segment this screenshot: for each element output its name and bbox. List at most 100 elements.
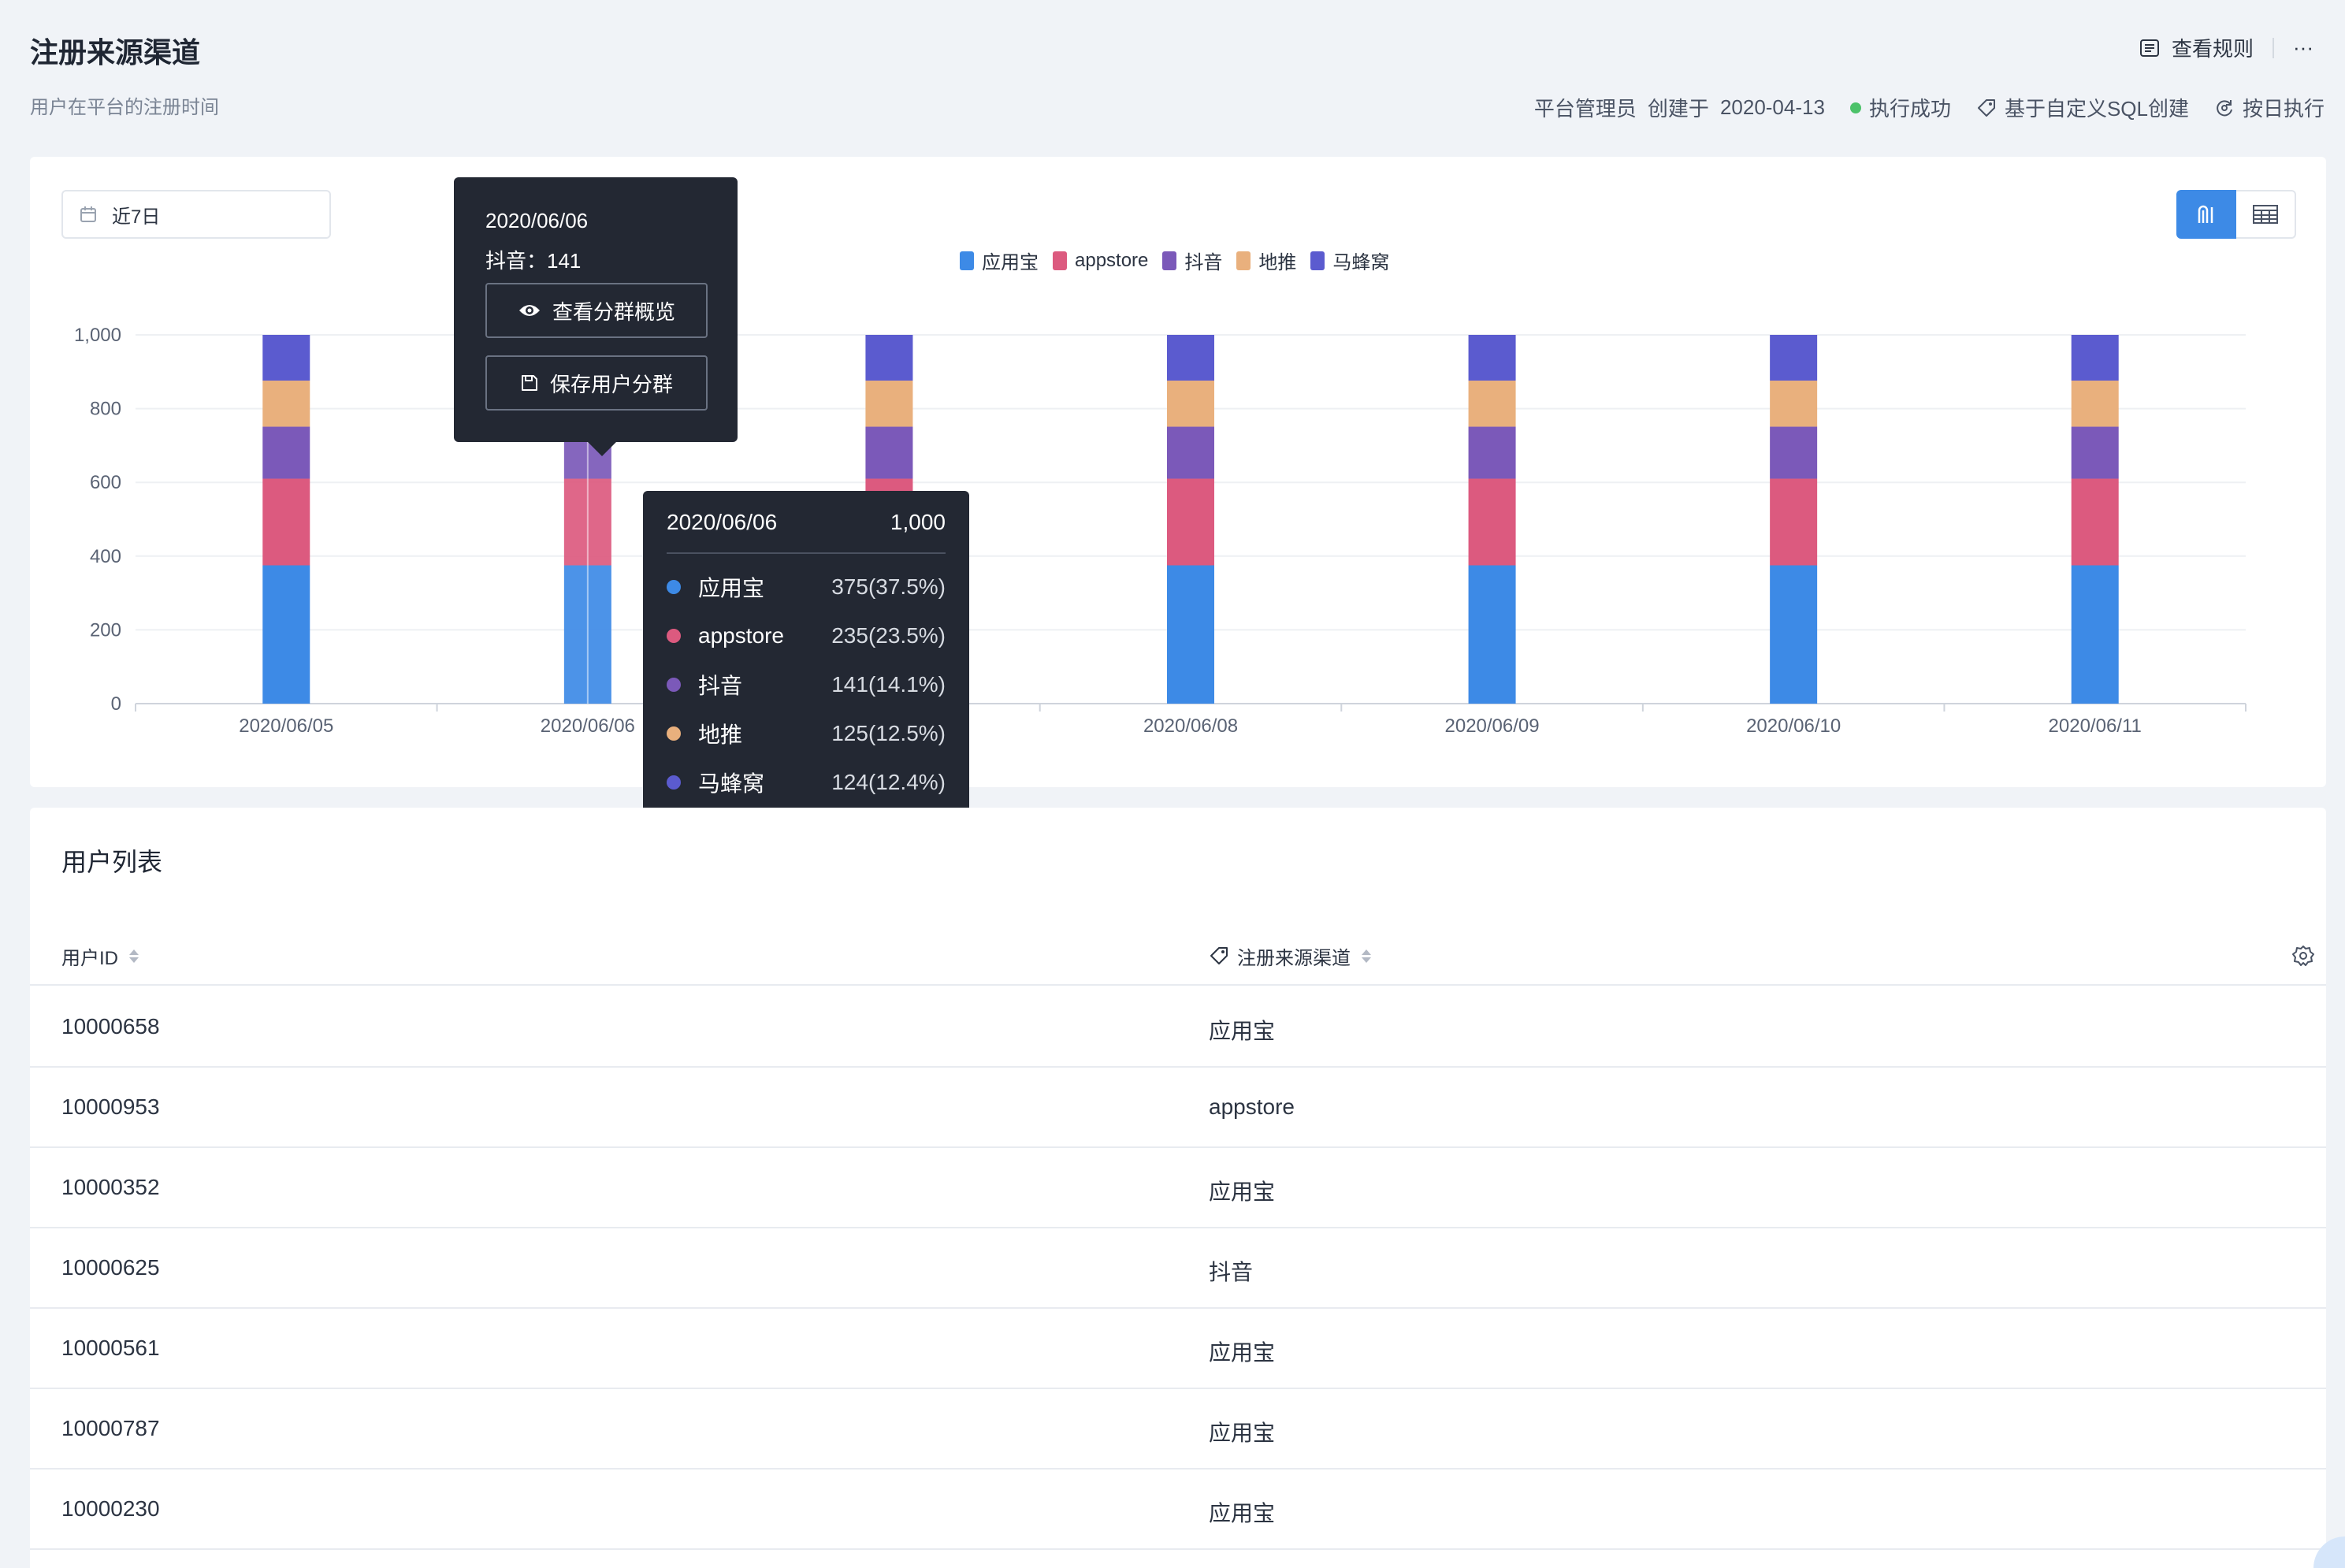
tooltip-total: 1,000 (890, 510, 946, 534)
refresh-icon (2214, 98, 2235, 118)
tooltip-series-name: 应用宝 (698, 576, 765, 600)
bar-segment (262, 478, 310, 566)
page-subtitle: 用户在平台的注册时间 (30, 97, 219, 118)
bar-segment (262, 335, 310, 381)
legend-swatch (1053, 251, 1067, 270)
tooltip-series-value: 125(12.5%) (831, 721, 946, 745)
cell-user-id: 10000953 (61, 1094, 160, 1119)
bar-segment (1167, 426, 1214, 479)
bar-segment (1468, 565, 1516, 704)
tooltip-series-name: 马蜂窝 (698, 771, 765, 796)
table-icon (2253, 204, 2278, 225)
bar-segment (1167, 381, 1214, 427)
bar-segment (2071, 565, 2119, 704)
y-tick-label: 600 (90, 472, 121, 493)
tooltip-row: 地推 125(12.5%) (667, 718, 946, 749)
legend-swatch (1236, 251, 1251, 270)
table-view-button[interactable] (2236, 190, 2296, 239)
tooltip-series-value: 235(23.5%) (831, 623, 946, 648)
user-list-card: 用户列表 用户ID 注册来源渠道 10000658 应用宝 10000953 a… (30, 808, 2326, 1568)
save-icon (520, 373, 539, 392)
schedule-text: 按日执行 (2242, 97, 2325, 121)
cell-user-id: 10000230 (61, 1496, 160, 1521)
chart-card: 近7日 应用宝 appstore 抖音 地推 (30, 157, 2326, 787)
tooltip-date: 2020/06/06 (485, 209, 589, 232)
bar-segment (1770, 335, 1818, 381)
cell-channel: 应用宝 (1209, 1180, 1276, 1204)
chart-legend: 应用宝 appstore 抖音 地推 马蜂窝 (960, 247, 1389, 274)
x-tick-label: 2020/06/05 (239, 715, 333, 737)
cell-channel: appstore (1209, 1094, 1295, 1119)
cell-channel: 应用宝 (1209, 1421, 1276, 1445)
tooltip-series-name: 地推 (698, 723, 743, 747)
bar-segment (1468, 335, 1516, 381)
page-header: 注册来源渠道 用户在平台的注册时间 查看规则 ··· 平台管理员 创建于 202… (0, 0, 2345, 154)
cell-user-id: 10000787 (61, 1416, 160, 1440)
sort-icon[interactable] (129, 949, 139, 963)
bar-segment (1770, 565, 1818, 704)
table-row[interactable]: 10000658 应用宝 (30, 987, 2326, 1068)
legend-item[interactable]: 马蜂窝 (1310, 247, 1389, 274)
series-dot-icon (667, 775, 681, 790)
legend-label: 地推 (1258, 252, 1297, 273)
table-row[interactable]: 10000625 抖音 (30, 1228, 2326, 1309)
source-info: 基于自定义SQL创建 (1976, 93, 2189, 122)
bar-segment (1468, 381, 1516, 427)
tooltip-series-value: 141(14.1%) (831, 672, 946, 697)
more-button[interactable]: ··· (2293, 35, 2313, 59)
tooltip-row: 马蜂窝 124(12.4%) (667, 767, 946, 798)
sort-icon[interactable] (1362, 949, 1371, 963)
legend-item[interactable]: 抖音 (1162, 247, 1222, 274)
bar-detail-tooltip: 2020/06/06 1,000 应用宝 375(37.5%) appstore… (643, 491, 969, 830)
legend-item[interactable]: appstore (1053, 250, 1148, 272)
date-range-picker[interactable]: 近7日 (61, 190, 331, 239)
column-settings-button[interactable] (2291, 944, 2315, 968)
legend-swatch (960, 251, 974, 270)
y-tick-label: 200 (90, 619, 121, 641)
created-date: 2020-04-13 (1719, 95, 1825, 119)
chart-view-button[interactable] (2176, 190, 2236, 239)
eye-icon (518, 302, 541, 319)
x-tick-label: 2020/06/06 (541, 715, 635, 737)
table-row[interactable]: 10000953 appstore (30, 1068, 2326, 1148)
table-row[interactable]: 10000352 应用宝 (30, 1148, 2326, 1228)
bar-segment (1770, 426, 1818, 479)
legend-label: 抖音 (1184, 252, 1223, 273)
view-toggle (2176, 190, 2296, 239)
tooltip-arrow (588, 442, 616, 456)
save-user-segment-button[interactable]: 保存用户分群 (485, 355, 708, 411)
legend-item[interactable]: 应用宝 (960, 247, 1039, 274)
segment-action-tooltip: 2020/06/06 抖音：141 查看分群概览 保存用户分群 (454, 177, 738, 456)
schedule-info: 按日执行 (2214, 93, 2325, 122)
legend-swatch (1310, 251, 1325, 270)
table-row[interactable]: 10000787 应用宝 (30, 1389, 2326, 1470)
table-row[interactable]: 10000230 应用宝 (30, 1470, 2326, 1550)
cell-channel: 抖音 (1209, 1260, 1254, 1284)
view-segment-overview-label: 查看分群概览 (552, 299, 675, 324)
bar-segment (262, 565, 310, 704)
y-tick-label: 1,000 (74, 325, 121, 346)
column-header-user-id[interactable]: 用户ID (61, 942, 139, 970)
bar-segment (1167, 565, 1214, 704)
bar-segment (2071, 381, 2119, 427)
x-tick-label: 2020/06/08 (1143, 715, 1238, 737)
cell-channel: 应用宝 (1209, 1340, 1276, 1365)
tooltip-series-value: 375(37.5%) (831, 574, 946, 599)
column-header-channel[interactable]: 注册来源渠道 (1209, 942, 1371, 970)
y-tick-label: 800 (90, 399, 121, 420)
tooltip-row: 抖音 141(14.1%) (667, 669, 946, 700)
bar-segment (2071, 335, 2119, 381)
view-segment-overview-button[interactable]: 查看分群概览 (485, 283, 708, 338)
bar-segment (865, 381, 913, 427)
table-row[interactable]: 10000561 应用宝 (30, 1309, 2326, 1389)
legend-item[interactable]: 地推 (1236, 247, 1296, 274)
view-rules-button[interactable]: 查看规则 (2172, 37, 2254, 61)
y-tick-label: 0 (111, 693, 121, 715)
tooltip-date: 2020/06/06 (667, 510, 778, 534)
tooltip-row: 应用宝 375(37.5%) (667, 571, 946, 603)
bar-segment (865, 426, 913, 479)
table-header: 用户ID 注册来源渠道 (30, 927, 2326, 986)
legend-label: 马蜂窝 (1332, 252, 1390, 273)
bar-segment (1468, 478, 1516, 566)
